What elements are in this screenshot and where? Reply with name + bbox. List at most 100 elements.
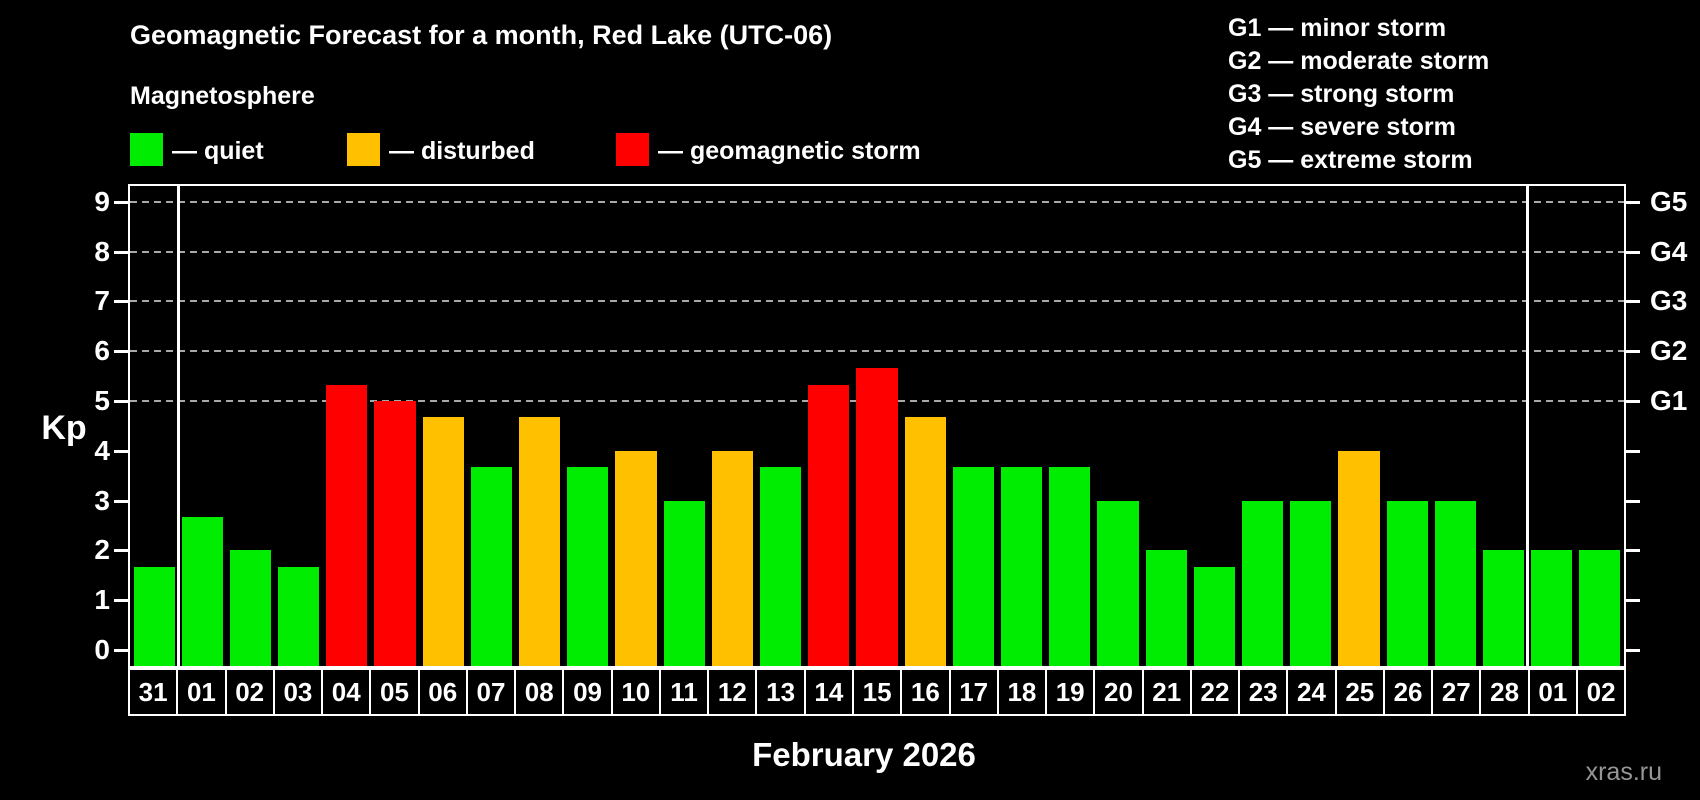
g1-legend-line: G1 — minor storm (1228, 14, 1447, 42)
y-axis-label-8: 8 (94, 235, 110, 267)
date-cell-17: 17 (948, 668, 999, 716)
left-tick-0 (114, 649, 128, 652)
date-cell-14: 14 (803, 668, 854, 716)
kp-bar-23 (1241, 500, 1284, 666)
kp-bar-28 (1482, 550, 1525, 666)
kp-bar-12 (711, 450, 753, 666)
date-cell-15: 15 (851, 668, 903, 716)
right-tick-6 (1626, 350, 1640, 354)
right-tick-7 (1626, 300, 1640, 304)
g-axis-label-G5: G5 (1650, 185, 1688, 217)
date-cell-25: 25 (1334, 668, 1385, 716)
date-cell-20: 20 (1093, 668, 1144, 716)
date-cell-26: 26 (1382, 668, 1434, 716)
y-axis-label-7: 7 (94, 285, 110, 317)
left-tick-4 (114, 449, 128, 453)
kp-bar-13 (760, 467, 802, 666)
gridline-kp8 (130, 250, 1624, 253)
y-axis-label-6: 6 (94, 335, 110, 367)
legend-storm-label: — geomagnetic storm (658, 137, 921, 165)
legend-storm-swatch (616, 133, 649, 166)
magnetosphere-label: Magnetosphere (130, 82, 315, 110)
date-cell-08: 08 (514, 668, 565, 716)
kp-bar-24 (1290, 500, 1332, 666)
plot-area (128, 184, 1626, 668)
date-cell-13: 13 (755, 668, 806, 716)
date-cell-18: 18 (996, 668, 1048, 716)
date-cell-09: 09 (562, 668, 613, 716)
date-cell-27: 27 (1431, 668, 1482, 716)
kp-bar-21 (1145, 550, 1187, 666)
kp-bar-08 (519, 417, 561, 666)
kp-bar-26 (1386, 500, 1428, 666)
g5-legend-line: G5 — extreme storm (1228, 146, 1473, 174)
g3-legend-line: G3 — strong storm (1228, 80, 1455, 108)
kp-bar-01 (1531, 550, 1573, 666)
left-tick-6 (114, 350, 128, 354)
date-cell-12: 12 (707, 668, 758, 716)
left-tick-2 (114, 549, 128, 553)
date-cell-31: 31 (128, 668, 179, 716)
date-cell-24: 24 (1286, 668, 1337, 716)
legend-disturbed-label: — disturbed (389, 137, 535, 165)
kp-bar-07 (470, 467, 513, 666)
date-cell-03: 03 (272, 668, 324, 716)
right-tick-4 (1626, 449, 1640, 453)
date-cell-19: 19 (1045, 668, 1096, 716)
gridline-kp9 (130, 200, 1624, 203)
right-tick-3 (1626, 499, 1640, 503)
date-cell-06: 06 (417, 668, 468, 716)
g-axis-label-G2: G2 (1650, 335, 1688, 367)
kp-bar-01 (181, 517, 223, 666)
legend-quiet-swatch (130, 133, 163, 166)
left-tick-9 (114, 200, 128, 204)
left-tick-3 (114, 499, 128, 503)
kp-bar-18 (1000, 467, 1043, 666)
kp-bar-05 (374, 401, 416, 666)
kp-bar-15 (856, 367, 898, 666)
left-tick-7 (114, 300, 128, 304)
right-tick-8 (1626, 250, 1640, 254)
month-separator (176, 186, 180, 666)
kp-bar-25 (1338, 450, 1380, 666)
chart-title: Geomagnetic Forecast for a month, Red La… (130, 20, 833, 50)
y-axis-label-9: 9 (94, 185, 110, 217)
right-tick-2 (1626, 549, 1640, 553)
kp-bar-27 (1434, 500, 1476, 666)
y-axis-label-2: 2 (94, 534, 110, 566)
date-cell-28: 28 (1479, 668, 1530, 716)
legend-quiet-label: — quiet (172, 137, 264, 165)
kp-bar-03 (278, 566, 320, 666)
left-tick-1 (114, 599, 128, 603)
kp-bar-10 (615, 450, 657, 666)
watermark: xras.ru (1585, 758, 1662, 786)
g2-legend-line: G2 — moderate storm (1228, 47, 1490, 75)
date-cell-10: 10 (610, 668, 661, 716)
right-tick-0 (1626, 649, 1640, 652)
g-axis-label-G4: G4 (1650, 235, 1688, 267)
y-axis-label-3: 3 (94, 484, 110, 516)
g-axis-label-G3: G3 (1650, 285, 1688, 317)
kp-bar-16 (904, 417, 946, 666)
date-cell-05: 05 (369, 668, 420, 716)
date-cell-04: 04 (321, 668, 372, 716)
g4-legend-line: G4 — severe storm (1228, 113, 1456, 141)
kp-bar-06 (422, 417, 464, 666)
date-cell-07: 07 (465, 668, 517, 716)
date-cell-21: 21 (1141, 668, 1192, 716)
y-axis-label-1: 1 (94, 584, 110, 616)
kp-axis-title: Kp (41, 409, 87, 447)
date-cell-23: 23 (1238, 668, 1289, 716)
month-separator (1526, 186, 1530, 666)
kp-bar-17 (952, 467, 994, 666)
kp-bar-11 (663, 500, 705, 666)
legend-disturbed-swatch (347, 133, 380, 166)
kp-bar-04 (326, 384, 368, 666)
gridline-kp6 (130, 350, 1624, 353)
date-cell-01: 01 (176, 668, 227, 716)
left-tick-5 (114, 400, 128, 403)
g-scale-legend: G1 — minor storm G2 — moderate storm G3 … (1228, 12, 1489, 177)
kp-bar-19 (1049, 467, 1091, 666)
month-label: February 2026 (752, 736, 976, 773)
